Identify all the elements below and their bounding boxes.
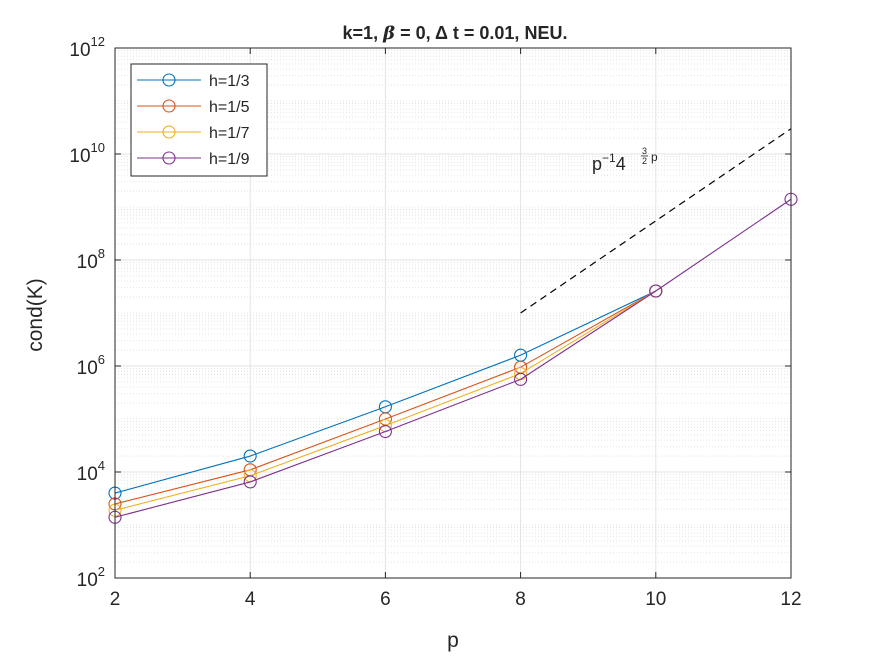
x-tick-labels: 2 4 6 8 10 12 (110, 589, 802, 610)
x-tick-label: 6 (380, 589, 391, 610)
legend-marker (162, 151, 176, 165)
chart-title: k=1, β = 0, Δ t = 0.01, NEU. (343, 23, 568, 44)
legend-label: h=1/9 (209, 151, 250, 168)
data-point (378, 424, 392, 439)
y-tick-label: 104 (77, 458, 105, 485)
legend-box (130, 63, 268, 177)
y-tick-label: 108 (77, 246, 105, 273)
y-tick-label: 106 (77, 352, 105, 379)
series-line (114, 198, 792, 518)
legend-marker (162, 99, 176, 113)
x-tick-label: 12 (780, 589, 801, 610)
legend-item: h=1/7 (137, 125, 250, 142)
tick-marks (114, 47, 792, 579)
series-line (114, 290, 657, 505)
legend: h=1/3 h=1/5 h=1/7 h=1/9 (130, 63, 268, 177)
data-point (514, 372, 528, 386)
reference-line-group (520, 128, 792, 314)
y-tick-label: 1010 (69, 140, 105, 167)
y-tick-labels: 102 104 106 108 1010 1012 (69, 34, 105, 591)
legend-marker (162, 125, 176, 139)
series-4 (108, 192, 798, 524)
reference-dashed-line (520, 128, 792, 314)
reference-exponent-p: p (651, 150, 658, 164)
x-tick-label: 2 (110, 589, 121, 610)
legend-label: h=1/3 (209, 73, 250, 90)
reference-line-label: p−14 (592, 151, 626, 174)
x-tick-label: 10 (645, 589, 666, 610)
y-tick-label: 102 (77, 564, 105, 591)
series-line (114, 290, 657, 494)
legend-label: h=1/5 (209, 99, 250, 116)
series-layer (108, 192, 798, 524)
legend-item: h=1/9 (137, 151, 250, 168)
legend-label: h=1/7 (209, 125, 250, 142)
reference-exponent-denominator: 2 (642, 156, 647, 166)
y-axis-label: cond(K) (24, 278, 47, 352)
reference-exponent-numerator: 3 (642, 146, 647, 156)
legend-item: h=1/3 (137, 73, 250, 90)
axes-box (114, 47, 792, 579)
data-point (649, 284, 663, 298)
data-point (243, 475, 257, 489)
x-tick-label: 8 (515, 589, 526, 610)
legend-item: h=1/5 (137, 99, 250, 116)
x-axis-label: p (447, 629, 459, 652)
x-tick-label: 4 (245, 589, 256, 610)
y-tick-label: 1012 (69, 34, 105, 61)
data-point (243, 449, 257, 463)
legend-marker (162, 73, 176, 87)
